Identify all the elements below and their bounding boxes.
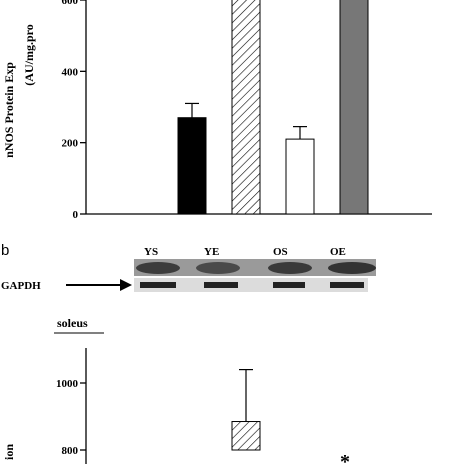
gapdh-band [140, 282, 176, 288]
blot-band [136, 262, 180, 274]
blot-lane-label: YS [144, 246, 158, 258]
gapdh-band [273, 282, 305, 288]
blot-lane-label: OE [330, 246, 346, 258]
blot-lane-label: OS [273, 246, 288, 258]
panel-a-ylabel-line2: (AU/mg.pro [22, 24, 36, 85]
panel-a-chart: nNOS Protein Exp (AU/mg.pro 0 200 400 600 [2, 0, 432, 221]
blot-image-top [134, 259, 376, 276]
gapdh-band [330, 282, 364, 288]
y-tick-label: 400 [62, 66, 79, 78]
panel-b-label: b [1, 242, 9, 259]
y-tick-label: 0 [73, 209, 79, 221]
y-tick-label: 800 [62, 445, 79, 457]
blot-band [268, 262, 312, 274]
gapdh-band [204, 282, 238, 288]
blot-band [328, 262, 376, 274]
panel-b-ylabel: ion [2, 444, 16, 460]
panel-b-subtitle: soleus [57, 316, 88, 330]
bar-ys [177, 117, 207, 215]
panel-b-chart: soleus ion 800 1000 * [2, 316, 350, 464]
blot-lane-label: YE [204, 246, 219, 258]
bar-os [285, 138, 315, 215]
gapdh-label: GAPDH [1, 280, 41, 292]
panel-a-ylabel-line1: nNOS Protein Exp [2, 62, 16, 158]
panel-b-blot: b YS YE OS OE GAPDH [1, 242, 376, 292]
y-tick-label: 200 [62, 138, 79, 150]
blot-band [196, 262, 240, 274]
y-tick-label: 600 [62, 0, 79, 7]
gapdh-arrowhead [120, 279, 132, 291]
bar-ye [231, 0, 261, 215]
y-tick-label: 1000 [56, 378, 79, 390]
blot-image-gapdh [134, 278, 368, 292]
significance-asterisk: * [340, 451, 350, 464]
bar-oe [339, 0, 369, 215]
bar-ye [231, 421, 261, 451]
